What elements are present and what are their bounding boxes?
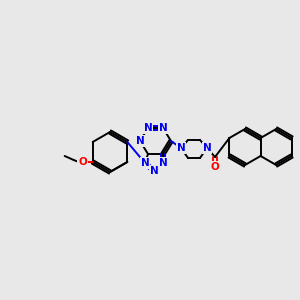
Text: N: N — [159, 123, 167, 133]
Text: N: N — [159, 158, 167, 168]
Text: O: O — [78, 157, 87, 167]
Text: N: N — [141, 158, 149, 168]
Text: N: N — [150, 166, 158, 176]
Text: N: N — [177, 143, 185, 153]
Text: N: N — [202, 143, 211, 153]
Text: O: O — [211, 162, 219, 172]
Text: N: N — [136, 136, 144, 146]
Text: N: N — [144, 123, 152, 133]
